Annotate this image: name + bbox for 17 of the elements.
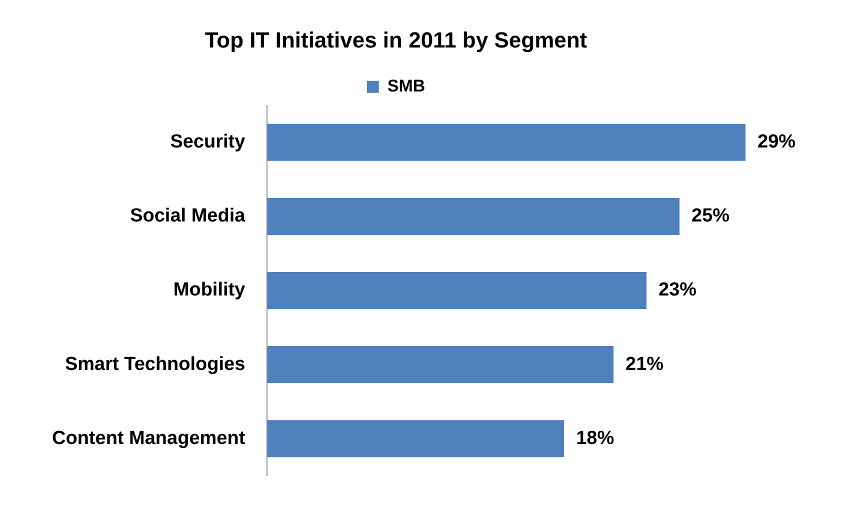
- y-tick-label: Content Management: [52, 428, 246, 449]
- y-tick-label: Security: [170, 132, 246, 153]
- data-label: 25%: [692, 206, 730, 227]
- data-label: 23%: [658, 280, 697, 301]
- data-label: 29%: [758, 132, 796, 153]
- bar: [267, 420, 564, 458]
- bar: [267, 272, 647, 310]
- chart-title: Top IT Initiatives in 2011 by Segment: [204, 27, 588, 52]
- bar: [267, 346, 614, 384]
- data-label: 18%: [576, 428, 614, 449]
- legend-label: SMB: [387, 76, 426, 96]
- data-label: 21%: [626, 354, 664, 375]
- bar: [267, 124, 746, 161]
- y-tick-label: Smart Technologies: [64, 354, 246, 375]
- y-tick-label: Social Media: [130, 206, 246, 227]
- y-tick-label: Mobility: [173, 280, 246, 301]
- bar: [267, 198, 680, 235]
